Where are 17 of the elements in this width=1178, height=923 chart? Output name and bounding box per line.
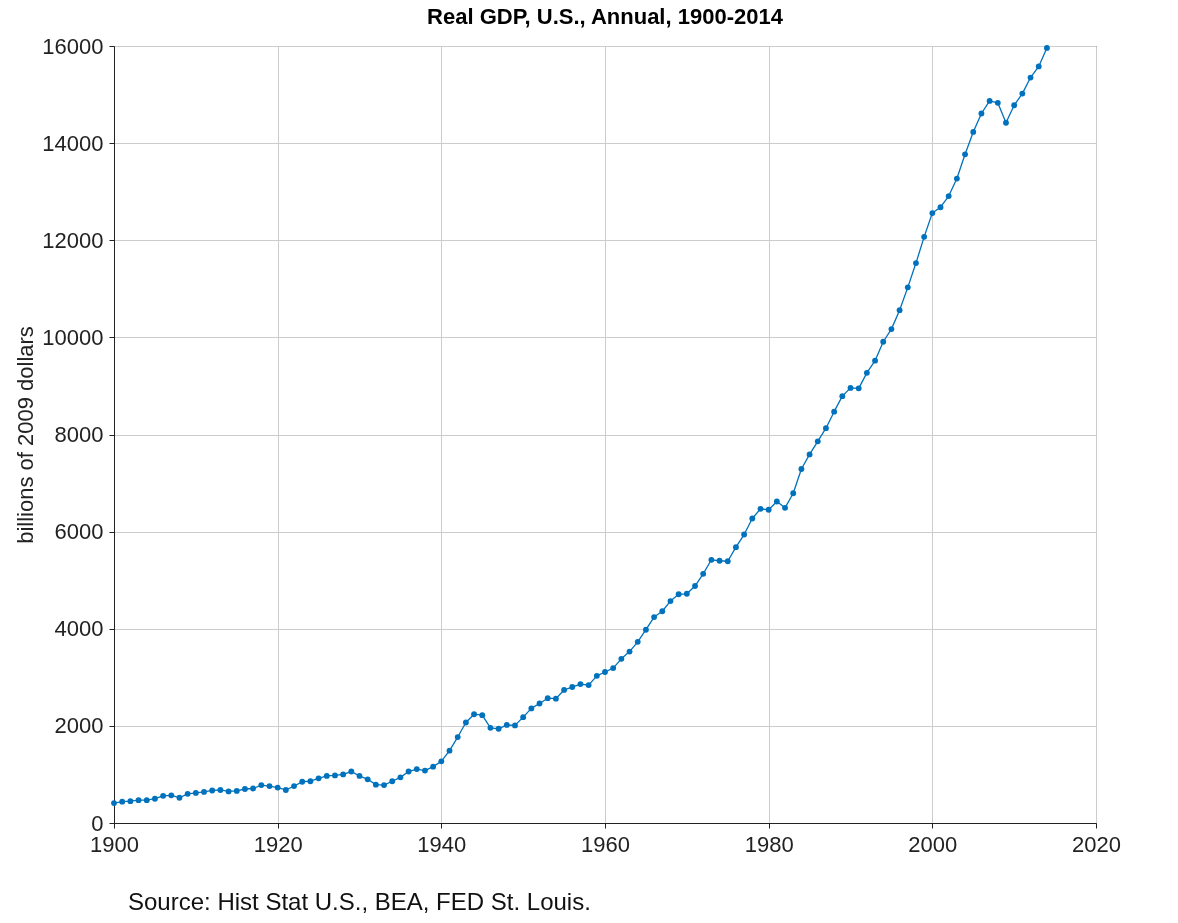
y-tick-label: 10000 [42, 324, 104, 350]
y-tick-label: 16000 [42, 33, 104, 59]
y-tick-label: 8000 [54, 422, 104, 447]
x-tick-label: 1940 [417, 831, 467, 857]
x-tick-label: 2000 [908, 831, 958, 857]
y-tick-label: 2000 [54, 713, 104, 739]
y-axis-title: billions of 2009 dollars [13, 326, 39, 544]
chart-title: Real GDP, U.S., Annual, 1900-2014 [427, 4, 784, 29]
y-tick-label: 4000 [54, 616, 104, 642]
y-tick-label: 14000 [42, 130, 104, 156]
x-tick-label: 2020 [1072, 831, 1121, 857]
x-tick-label: 1920 [253, 831, 303, 857]
x-tick-label: 1960 [581, 831, 630, 857]
source-note: Source: Hist Stat U.S., BEA, FED St. Louis. [128, 888, 591, 916]
x-tick-label: 1980 [744, 831, 794, 857]
y-tick-label: 12000 [42, 227, 104, 253]
y-tick-label: 6000 [54, 519, 104, 545]
